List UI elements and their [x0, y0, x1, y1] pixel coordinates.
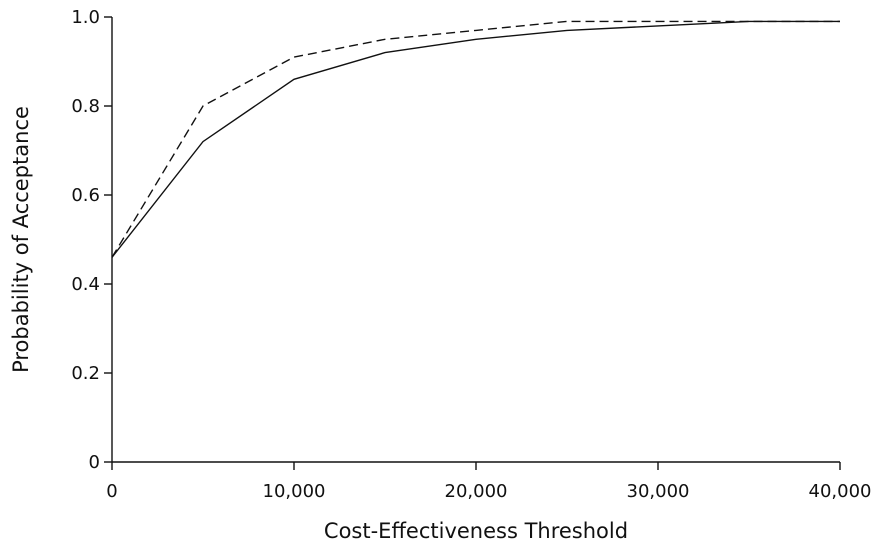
series-group: [111, 20, 840, 258]
solid-series-line: [111, 20, 840, 258]
x-tick-label: 40,000: [809, 481, 872, 502]
y-tick-label: 1.0: [71, 7, 100, 28]
y-tick-label: 0.6: [71, 185, 100, 206]
x-tick-label: 20,000: [445, 481, 508, 502]
y-tick-label: 0: [89, 452, 100, 473]
x-tick-label: 10,000: [263, 481, 326, 502]
x-tick-label: 30,000: [627, 481, 690, 502]
x-axis-ticks: 0 10,000 20,000 30,000 40,000: [106, 462, 871, 502]
x-axis-title: Cost-Effectiveness Threshold: [324, 519, 628, 543]
y-tick-label: 0.8: [71, 96, 100, 117]
x-tick-label: 0: [106, 481, 117, 502]
y-tick-label: 0.2: [71, 363, 100, 384]
y-axis-ticks: 0 0.2 0.4 0.6 0.8 1.0: [71, 7, 112, 473]
dashed-series-line: [111, 20, 840, 258]
y-tick-label: 0.4: [71, 274, 100, 295]
y-axis-title: Probability of Acceptance: [9, 106, 33, 373]
